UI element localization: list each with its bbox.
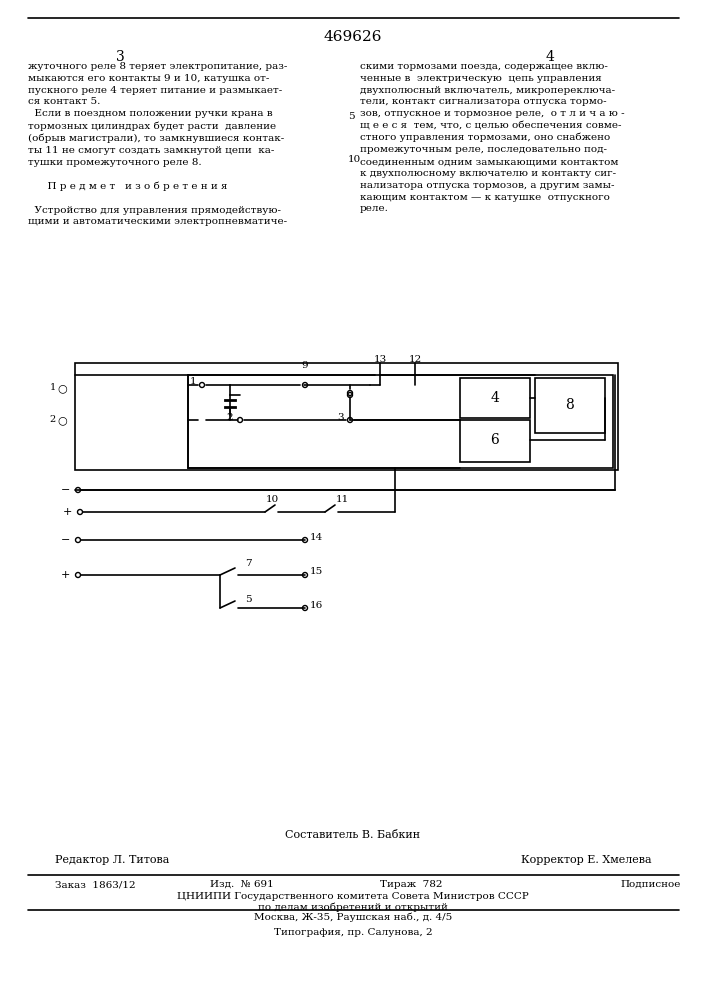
Text: 10: 10 <box>265 495 279 504</box>
Text: +: + <box>63 507 72 517</box>
Bar <box>75 363 618 470</box>
Text: 6: 6 <box>491 433 499 447</box>
Text: Корректор Е. Хмелева: Корректор Е. Хмелева <box>521 855 652 865</box>
Text: −: − <box>61 485 70 495</box>
Text: 9: 9 <box>302 360 308 369</box>
Text: 469626: 469626 <box>324 30 382 44</box>
Text: Москва, Ж-35, Раушская наб., д. 4/5: Москва, Ж-35, Раушская наб., д. 4/5 <box>254 913 452 922</box>
Text: скими тормозами поезда, содержащее вклю-
ченные в  электрическую  цепь управлени: скими тормозами поезда, содержащее вклю-… <box>360 62 624 213</box>
Text: 14: 14 <box>310 532 323 542</box>
Text: 5: 5 <box>245 595 251 604</box>
Bar <box>460 420 530 462</box>
Text: 7: 7 <box>245 558 251 568</box>
Text: жуточного реле 8 теряет электропитание, раз-
мыкаются его контакты 9 и 10, катуш: жуточного реле 8 теряет электропитание, … <box>28 62 287 227</box>
Text: 15: 15 <box>310 568 323 576</box>
Text: Заказ  1863/12: Заказ 1863/12 <box>55 880 136 889</box>
Text: Редактор Л. Титова: Редактор Л. Титова <box>55 855 170 865</box>
Text: Составитель В. Бабкин: Составитель В. Бабкин <box>286 830 421 840</box>
Text: 10: 10 <box>348 155 361 164</box>
Text: Типография, пр. Салунова, 2: Типография, пр. Салунова, 2 <box>274 928 432 937</box>
Text: 1: 1 <box>189 377 196 386</box>
Text: −: − <box>61 535 70 545</box>
Text: 4: 4 <box>491 391 499 405</box>
Text: 8: 8 <box>566 398 574 412</box>
Text: 3: 3 <box>116 50 124 64</box>
Text: по делам изобретений и открытий: по делам изобретений и открытий <box>258 902 448 912</box>
Text: Изд.  № 691: Изд. № 691 <box>210 880 274 889</box>
Text: +: + <box>61 570 70 580</box>
Text: ЦНИИПИ Государственного комитета Совета Министров СССР: ЦНИИПИ Государственного комитета Совета … <box>177 892 529 901</box>
Text: 2: 2 <box>226 414 233 422</box>
Text: 4: 4 <box>546 50 554 64</box>
Text: Тираж  782: Тираж 782 <box>380 880 443 889</box>
Text: ○: ○ <box>57 415 67 425</box>
Bar <box>535 378 605 433</box>
Text: 2: 2 <box>49 416 56 424</box>
Text: 11: 11 <box>335 495 349 504</box>
Text: 1: 1 <box>49 383 56 392</box>
Text: 3: 3 <box>337 414 344 422</box>
Bar <box>188 375 613 468</box>
Text: 12: 12 <box>409 356 421 364</box>
Bar <box>460 378 530 418</box>
Text: Подписное: Подписное <box>620 880 680 889</box>
Text: 16: 16 <box>310 600 323 609</box>
Text: 5: 5 <box>348 112 355 121</box>
Text: ○: ○ <box>57 383 67 393</box>
Text: 13: 13 <box>373 356 387 364</box>
